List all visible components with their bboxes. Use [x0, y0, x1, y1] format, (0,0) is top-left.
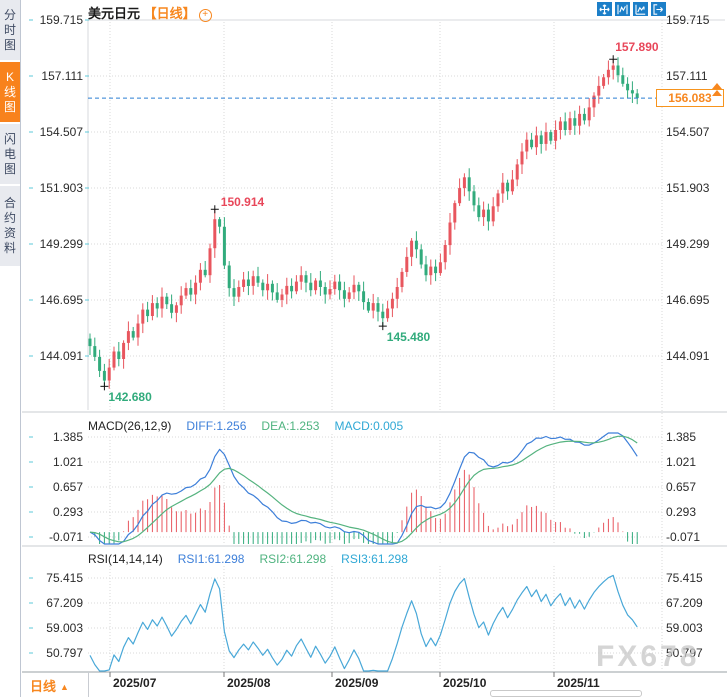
macd-axis-label-right: 1.385: [666, 430, 697, 444]
pan-icon[interactable]: [597, 2, 612, 16]
sidebar-tab-kline[interactable]: K线图: [0, 62, 20, 122]
current-price-tag: 156.083: [656, 89, 724, 107]
sidebar-tab-label: K线图: [3, 69, 16, 114]
macd-axis-label-left: -0.071: [48, 530, 83, 544]
macd-axis-label-right: -0.071: [666, 530, 701, 544]
chart-title: 美元日元 【日线】 +: [88, 3, 212, 22]
date-axis-label: 2025/07: [113, 676, 157, 690]
rsi-axis-label-left: 59.003: [46, 621, 83, 635]
period-dropdown-button[interactable]: 日线 ▲: [30, 676, 69, 695]
price-axis-label-left: 144.091: [39, 349, 83, 363]
chart-type-sidebar: 分时图 K线图 闪电图 合约资料: [0, 0, 21, 697]
macd-macd-value: MACD:0.005: [334, 419, 404, 433]
price-axis-label-right: 144.091: [666, 349, 710, 363]
macd-axis-label-right: 1.021: [666, 455, 697, 469]
chart-toolbar: [597, 2, 666, 16]
rsi-axis-label-left: 67.209: [46, 596, 83, 610]
macd-axis-label-left: 1.021: [52, 455, 83, 469]
rsi-axis-label-left: 50.797: [46, 646, 83, 660]
price-axis-label-right: 154.507: [666, 125, 710, 139]
price-axis-label-left: 154.507: [39, 125, 83, 139]
date-axis-label: 2025/10: [443, 676, 487, 690]
date-axis-label: 2025/08: [227, 676, 271, 690]
price-annotation: 157.890: [615, 40, 659, 55]
macd-diff-value: DIFF:1.256: [186, 419, 247, 433]
macd-axis-label-left: 0.657: [52, 480, 83, 494]
symbol-name: 美元日元: [88, 6, 141, 21]
indicators-icon[interactable]: [633, 2, 648, 16]
macd-axis-label-right: 0.293: [666, 505, 697, 519]
rsi-series: [89, 574, 638, 672]
dropdown-arrow-icon: ▲: [60, 682, 69, 692]
price-axis-label-right: 149.299: [666, 237, 710, 251]
price-axis-label-left: 159.715: [39, 13, 83, 27]
sidebar-tab-contract-info[interactable]: 合约资料: [0, 186, 20, 266]
period-dropdown-label: 日线: [30, 679, 57, 694]
period-tag: 【日线】: [143, 6, 196, 21]
exit-icon[interactable]: [651, 2, 666, 16]
price-up-arrows-icon: [712, 83, 722, 97]
watermark-fx678: FX678: [596, 640, 700, 673]
rsi2-value: RSI2:61.298: [259, 552, 327, 566]
macd-label: MACD(26,12,9): [88, 419, 172, 433]
sidebar-tab-label: 分时图: [3, 7, 16, 52]
price-axis-label-right: 157.111: [666, 69, 708, 83]
price-annotation: 150.914: [220, 195, 265, 210]
rsi3-value: RSI3:61.298: [341, 552, 408, 566]
rsi-header: RSI(14,14,14) RSI1:61.298 RSI2:61.298 RS…: [88, 552, 408, 566]
sidebar-tab-timeshare[interactable]: 分时图: [0, 0, 20, 60]
price-annotation: 142.680: [108, 390, 152, 405]
sidebar-tab-label: 合约资料: [3, 196, 16, 255]
price-axis-label-left: 149.299: [39, 237, 83, 251]
macd-axis-label-right: 0.657: [666, 480, 697, 494]
candlestick-series: [88, 57, 639, 389]
sidebar-tab-label: 闪电图: [3, 131, 16, 176]
zoom-range-icon[interactable]: [615, 2, 630, 16]
price-axis-label-right: 146.695: [666, 293, 710, 307]
rsi-axis-label-right: 50.797: [666, 646, 703, 660]
macd-axis-label-left: 1.385: [52, 430, 83, 444]
sidebar-tab-lightning[interactable]: 闪电图: [0, 124, 20, 184]
price-annotation: 145.480: [386, 330, 431, 345]
rsi-axis-label-left: 75.415: [46, 571, 83, 585]
rsi-axis-label-right: 75.415: [666, 571, 703, 585]
price-axis-label-right: 159.715: [666, 13, 710, 27]
rsi1-value: RSI1:61.298: [177, 552, 245, 566]
date-axis-label: 2025/09: [335, 676, 379, 690]
horizontal-scrollbar-thumb[interactable]: [490, 690, 642, 697]
rsi-axis-label-right: 67.209: [666, 596, 703, 610]
price-axis-label-left: 146.695: [39, 293, 83, 307]
date-axis-label: 2025/11: [557, 676, 600, 690]
macd-header: MACD(26,12,9) DIFF:1.256 DEA:1.253 MACD:…: [88, 419, 403, 433]
price-axis-label-left: 157.111: [41, 69, 83, 83]
macd-axis-label-left: 0.293: [52, 505, 83, 519]
macd-series: [89, 432, 638, 545]
rsi-label: RSI(14,14,14): [88, 552, 163, 566]
rsi-axis-label-right: 59.003: [666, 621, 703, 635]
add-indicator-icon[interactable]: +: [198, 9, 212, 22]
price-axis-label-left: 151.903: [39, 181, 83, 195]
price-axis-label-right: 151.903: [666, 181, 710, 195]
macd-dea-value: DEA:1.253: [261, 419, 320, 433]
